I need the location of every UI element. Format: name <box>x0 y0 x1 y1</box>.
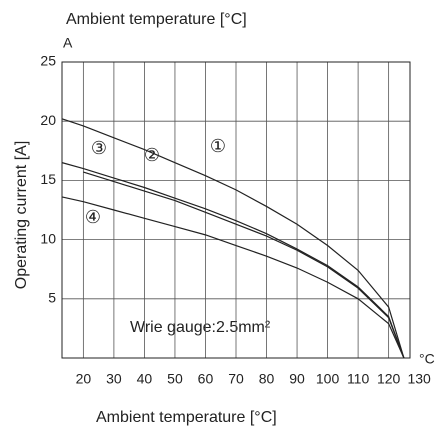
x-axis-label: Ambient temperature [°C] <box>96 409 277 426</box>
y-tick-label: 20 <box>40 112 56 128</box>
x-tick-label: 100 <box>316 371 340 387</box>
x-tick-label: 50 <box>167 371 183 387</box>
x-tick-label: 130 <box>407 371 431 387</box>
x-tick-label: 30 <box>106 371 122 387</box>
y-axis-label: Operating current [A] <box>13 141 30 290</box>
x-tick-label: 20 <box>76 371 92 387</box>
series-line <box>61 196 405 359</box>
x-tick-label: 40 <box>137 371 153 387</box>
x-unit: °C <box>419 351 435 367</box>
y-tick-label: 25 <box>40 53 56 69</box>
y-tick-label: 10 <box>40 230 56 246</box>
series-label: ③ <box>91 138 107 158</box>
series-line <box>61 118 405 359</box>
y-unit: A <box>63 35 73 51</box>
y-tick-label: 5 <box>48 290 56 306</box>
series-label: ④ <box>85 207 101 227</box>
series-line <box>61 162 405 359</box>
chart-title: Ambient temperature [°C] <box>66 11 247 28</box>
series-label: ② <box>144 145 160 165</box>
x-tick-label: 80 <box>259 371 275 387</box>
series-label: ① <box>210 136 226 156</box>
plot-frame <box>61 61 411 359</box>
x-tick-label: 60 <box>198 371 214 387</box>
y-tick-label: 15 <box>40 171 56 187</box>
annotation: Wrie gauge:2.5mm² <box>130 319 271 336</box>
x-tick-label: 120 <box>377 371 401 387</box>
x-tick-label: 70 <box>228 371 244 387</box>
series-line <box>83 171 405 359</box>
x-tick-label: 90 <box>289 371 305 387</box>
x-tick-label: 110 <box>347 371 370 387</box>
